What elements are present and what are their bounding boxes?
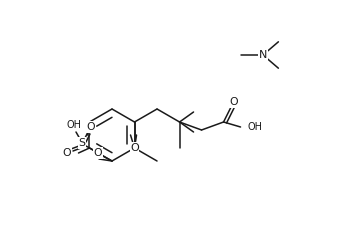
Text: O: O [130, 143, 139, 153]
Text: OH: OH [247, 122, 262, 132]
Text: OH: OH [66, 120, 81, 130]
Text: N: N [259, 50, 267, 60]
Text: O: O [87, 122, 95, 132]
Text: S: S [79, 138, 85, 148]
Text: O: O [229, 97, 238, 107]
Text: O: O [63, 148, 71, 158]
Text: O: O [94, 148, 102, 158]
